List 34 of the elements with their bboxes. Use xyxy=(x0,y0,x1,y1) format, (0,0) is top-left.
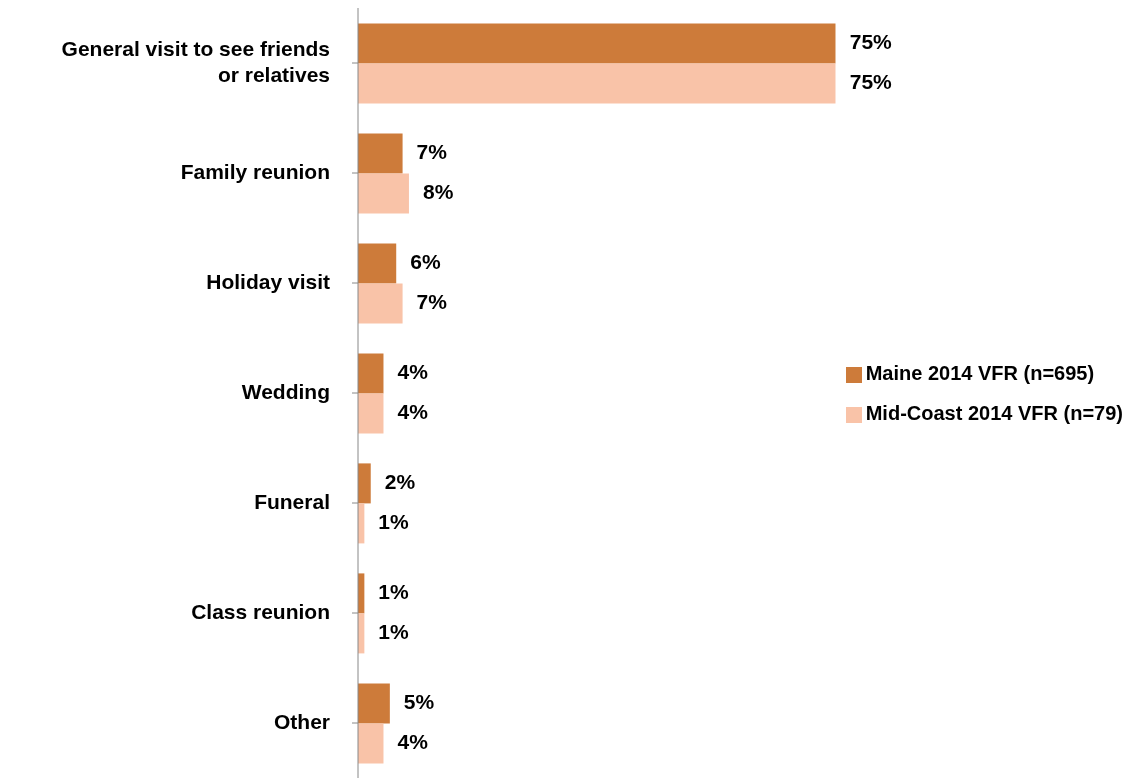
bar xyxy=(358,463,371,504)
data-label: 8% xyxy=(422,179,454,203)
legend-label: Maine 2014 VFR (n=695) xyxy=(865,362,1095,384)
bar xyxy=(358,723,384,764)
data-label: 1% xyxy=(378,509,410,533)
y-tick-label: General visit to see friends or relatives xyxy=(61,36,330,86)
data-label: 5% xyxy=(403,689,435,713)
bar xyxy=(358,353,384,394)
data-label: 2% xyxy=(384,469,416,493)
bar xyxy=(358,393,384,434)
data-label: 4% xyxy=(397,399,429,423)
data-label: 1% xyxy=(378,579,410,603)
data-label: 4% xyxy=(397,729,429,753)
data-label: 1% xyxy=(378,619,410,643)
data-label: 75% xyxy=(849,69,893,93)
y-tick-label: Funeral xyxy=(254,489,330,513)
data-label: 7% xyxy=(416,139,448,163)
y-tick-label: Family reunion xyxy=(180,159,330,183)
bar xyxy=(358,243,397,284)
bar xyxy=(358,63,836,104)
y-tick-label: Other xyxy=(273,709,330,733)
bar xyxy=(358,173,409,214)
bar xyxy=(358,133,403,174)
bar xyxy=(358,683,390,724)
y-tick-label: Class reunion xyxy=(191,599,330,623)
legend-label: Mid-Coast 2014 VFR (n=79) xyxy=(865,402,1123,424)
data-label: 6% xyxy=(410,249,441,273)
y-tick-label: Wedding xyxy=(241,379,330,403)
bar xyxy=(358,23,836,64)
data-label: 7% xyxy=(416,289,448,313)
bar xyxy=(358,283,403,324)
data-label: 4% xyxy=(397,359,429,383)
data-label: 75% xyxy=(849,29,893,53)
y-tick-label: Holiday visit xyxy=(206,269,331,293)
